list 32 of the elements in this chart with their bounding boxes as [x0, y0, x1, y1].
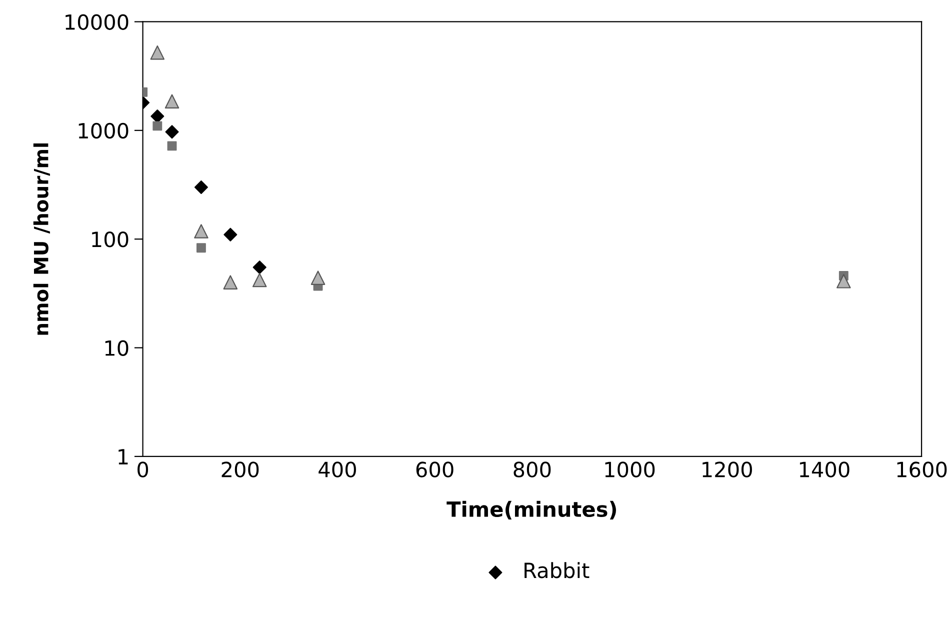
point: [252, 272, 267, 288]
y-tick-label: 10: [105, 340, 128, 356]
point: [167, 141, 177, 151]
point: [194, 180, 208, 194]
point: [194, 224, 208, 238]
point: [150, 109, 164, 124]
point: [150, 45, 165, 60]
x-tick-label: 0: [138, 462, 148, 478]
point: [836, 274, 851, 288]
point: [223, 275, 238, 290]
point: [196, 243, 206, 253]
y-tick-label: 1: [118, 449, 128, 464]
point: [165, 125, 179, 139]
point: [224, 228, 238, 242]
y-tick-label: 100: [92, 232, 128, 248]
point: [152, 121, 162, 131]
x-tick-label: 1400: [800, 462, 850, 478]
x-tick-label: 1000: [605, 462, 655, 478]
y-tick-label: 1000: [78, 122, 128, 139]
x-tick-label: 800: [514, 462, 551, 478]
x-axis-title: Time(minutes): [446, 500, 616, 520]
legend-label: Rabbit: [524, 562, 590, 578]
point: [164, 94, 180, 109]
y-axis-title: nmol MU /hour/ml: [33, 143, 50, 335]
x-tick-label: 400: [318, 462, 356, 478]
point: [310, 270, 326, 285]
x-tick-label: 1200: [702, 462, 752, 478]
x-tick-label: 1600: [897, 462, 947, 478]
point: [252, 260, 266, 274]
x-tick-label: 200: [222, 462, 259, 478]
y-tick-label: 10000: [66, 14, 128, 30]
x-tick-label: 600: [416, 462, 454, 478]
